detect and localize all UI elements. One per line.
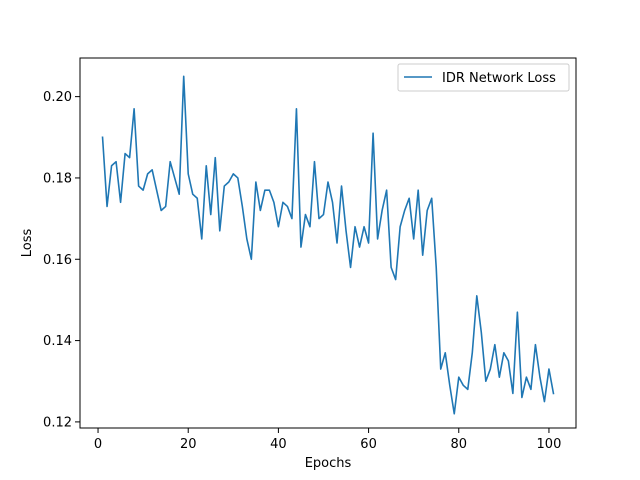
plot-frame	[79, 57, 577, 429]
y-tick-label: 0.18	[43, 171, 72, 186]
x-tick-label: 20	[180, 437, 197, 452]
x-axis: 0 20 40 60 80 100	[94, 428, 561, 452]
x-tick-label: 0	[94, 437, 102, 452]
series-line-idr-network-loss	[101, 75, 555, 415]
legend-label: IDR Network Loss	[442, 71, 556, 86]
x-tick-label: 60	[360, 437, 377, 452]
y-tick-label: 0.16	[43, 253, 72, 268]
legend: IDR Network Loss	[397, 63, 570, 92]
y-tick-label: 0.14	[43, 334, 72, 349]
y-tick-label: 0.20	[43, 90, 72, 105]
x-tick-label: 80	[450, 437, 467, 452]
legend-box	[397, 63, 570, 92]
x-tick-label: 40	[270, 437, 287, 452]
x-axis-label: Epochs	[305, 456, 352, 471]
x-tick-label: 100	[537, 437, 562, 452]
y-axis-label: Loss	[20, 229, 35, 258]
y-axis: 0.12 0.14 0.16 0.18 0.20	[43, 90, 80, 430]
y-tick-label: 0.12	[43, 415, 72, 430]
